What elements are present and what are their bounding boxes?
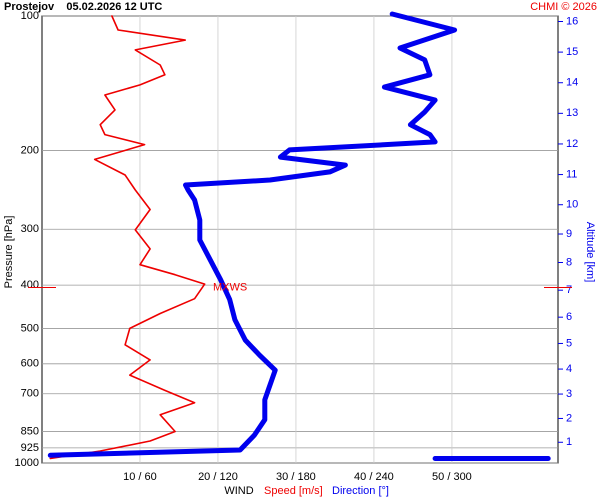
x-tick-label: 30 / 180 xyxy=(276,471,316,483)
legend-speed: Speed [m/s] xyxy=(264,485,323,497)
credit: CHMI © 2026 xyxy=(530,1,597,13)
y-tick-label: 850 xyxy=(21,425,39,437)
y2-tick-label: 2 xyxy=(566,412,572,424)
y-tick-label: 700 xyxy=(21,388,39,400)
y2-tick-label: 11 xyxy=(566,168,577,180)
mxws-label: MXWS xyxy=(213,281,247,293)
y2-axis-label: Altitude [km] xyxy=(584,222,596,283)
x-tick-label: 10 / 60 xyxy=(123,471,157,483)
x-axis-label: WIND xyxy=(224,485,253,497)
y-tick-label: 300 xyxy=(21,223,39,235)
y2-tick-label: 9 xyxy=(566,228,572,240)
y-tick-label: 100 xyxy=(21,10,39,22)
y-tick-label: 1000 xyxy=(15,457,39,469)
y2-tick-label: 1 xyxy=(566,436,572,448)
y2-tick-label: 6 xyxy=(566,311,572,323)
y-axis-label: Pressure [hPa] xyxy=(3,216,15,289)
profile-line xyxy=(47,11,458,458)
y2-tick-label: 5 xyxy=(566,337,572,349)
y-tick-label: 600 xyxy=(21,358,39,370)
y2-tick-label: 3 xyxy=(566,388,572,400)
x-tick-label: 50 / 300 xyxy=(432,471,472,483)
plot-frame xyxy=(41,15,559,464)
chart-title: Prostejov 05.02.2026 12 UTC xyxy=(4,1,162,13)
y2-tick-label: 13 xyxy=(566,107,578,119)
y-tick-label: 200 xyxy=(21,144,39,156)
y2-tick-label: 15 xyxy=(566,46,578,58)
y-tick-label: 500 xyxy=(21,322,39,334)
y2-tick-label: 14 xyxy=(566,77,578,89)
x-tick-label: 20 / 120 xyxy=(198,471,238,483)
y2-tick-label: 4 xyxy=(566,363,572,375)
y-tick-label: 400 xyxy=(21,279,39,291)
y-tick-label: 925 xyxy=(21,442,39,454)
y2-tick-label: 7 xyxy=(566,284,572,296)
profile-line xyxy=(49,15,206,460)
y2-tick-label: 8 xyxy=(566,256,572,268)
y2-tick-label: 10 xyxy=(566,199,578,211)
y2-tick-label: 12 xyxy=(566,138,578,150)
y2-tick-label: 16 xyxy=(566,15,578,27)
x-tick-label: 40 / 240 xyxy=(354,471,394,483)
legend-direction: Direction [°] xyxy=(332,485,389,497)
